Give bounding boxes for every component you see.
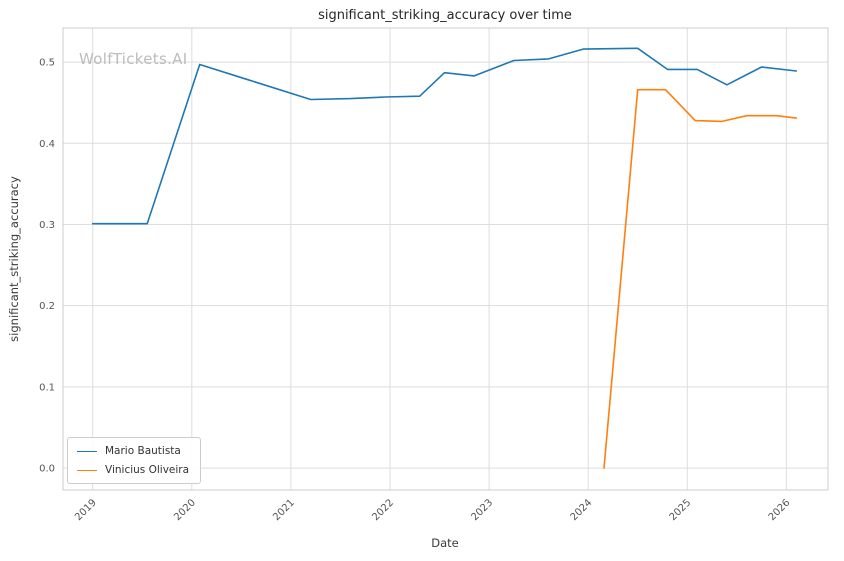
x-tick-label: 2025	[668, 497, 694, 523]
legend-label: Mario Bautista	[105, 445, 181, 457]
legend-entry: Mario Bautista	[77, 445, 189, 457]
x-tick-label: 2021	[271, 497, 297, 523]
watermark: WolfTickets.AI	[79, 50, 188, 68]
y-axis-label: significant_striking_accuracy	[7, 176, 21, 342]
legend-line-swatch	[77, 469, 97, 471]
y-tick-label: 0.2	[39, 301, 55, 312]
x-axis-label: Date	[431, 536, 459, 550]
x-tick-label: 2019	[73, 497, 99, 523]
series-line-vinicius-oliveira	[603, 88, 798, 469]
legend-entry: Vinicius Oliveira	[77, 464, 189, 476]
series-line-mario-bautista	[91, 47, 798, 225]
legend: Mario Bautista Vinicius Oliveira	[67, 437, 202, 484]
legend-line-swatch	[77, 450, 97, 452]
y-tick-label: 0.5	[39, 58, 55, 69]
plot-border	[62, 27, 829, 491]
chart-title: significant_striking_accuracy over time	[318, 8, 572, 23]
x-tick-label: 2023	[469, 497, 495, 523]
x-tick-label: 2024	[569, 497, 595, 523]
legend-label: Vinicius Oliveira	[105, 464, 190, 476]
x-tick-label: 2026	[767, 497, 793, 523]
y-tick-label: 0.3	[39, 220, 55, 231]
y-tick-label: 0.4	[39, 139, 55, 150]
y-tick-label: 0.1	[39, 382, 55, 393]
x-tick-label: 2020	[172, 497, 198, 523]
y-tick-label: 0.0	[39, 464, 55, 475]
x-tick-label: 2022	[370, 497, 396, 523]
